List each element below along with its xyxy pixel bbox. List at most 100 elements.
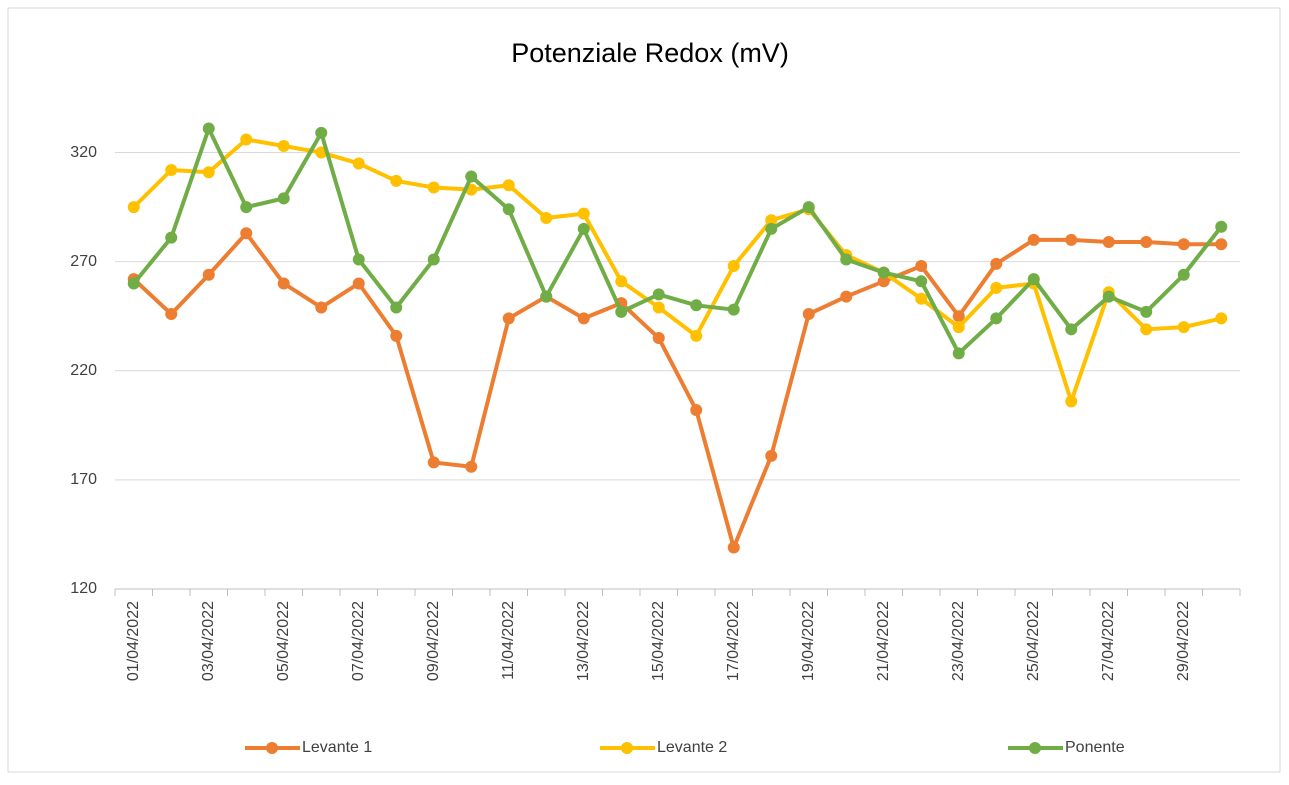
data-point xyxy=(1177,238,1190,251)
data-point xyxy=(1215,312,1228,325)
data-point xyxy=(427,181,440,194)
data-point xyxy=(202,166,215,179)
data-point xyxy=(127,201,140,214)
x-tick-label: 25/04/2022 xyxy=(1025,601,1042,681)
x-tick-label: 15/04/2022 xyxy=(650,601,667,681)
data-point xyxy=(202,122,215,135)
y-tick-label: 270 xyxy=(70,253,97,270)
legend-label: Ponente xyxy=(1065,739,1125,756)
data-point xyxy=(315,126,328,139)
chart-title: Potenziale Redox (mV) xyxy=(511,38,789,68)
data-point xyxy=(352,277,365,290)
x-tick-label: 21/04/2022 xyxy=(875,601,892,681)
data-point xyxy=(1027,233,1040,246)
data-point xyxy=(765,449,778,462)
data-point xyxy=(352,157,365,170)
legend-marker xyxy=(266,742,278,754)
x-tick-label: 23/04/2022 xyxy=(950,601,967,681)
data-point xyxy=(952,347,965,360)
data-point xyxy=(652,301,665,314)
x-tick-label: 19/04/2022 xyxy=(800,601,817,681)
data-point xyxy=(165,308,178,321)
data-point xyxy=(240,133,253,146)
data-point xyxy=(690,299,703,312)
data-point xyxy=(277,277,290,290)
data-point xyxy=(802,308,815,321)
data-point xyxy=(727,541,740,554)
data-point xyxy=(1215,220,1228,233)
data-point xyxy=(165,164,178,177)
data-point xyxy=(765,214,778,227)
data-point xyxy=(465,460,478,473)
data-point xyxy=(990,312,1003,325)
data-point xyxy=(840,290,853,303)
data-point xyxy=(652,332,665,345)
data-point xyxy=(1027,273,1040,286)
data-point xyxy=(915,260,928,273)
data-point xyxy=(202,268,215,281)
data-point xyxy=(1065,395,1078,408)
data-point xyxy=(1102,290,1115,303)
x-tick-label: 07/04/2022 xyxy=(350,601,367,681)
x-tick-label: 11/04/2022 xyxy=(500,601,517,680)
data-point xyxy=(1177,268,1190,281)
data-point xyxy=(1102,236,1115,249)
data-point xyxy=(540,290,553,303)
x-tick-label: 01/04/2022 xyxy=(125,601,142,681)
data-point xyxy=(1140,305,1153,318)
data-point xyxy=(577,222,590,235)
y-tick-label: 320 xyxy=(70,144,97,161)
data-point xyxy=(277,140,290,153)
data-point xyxy=(165,231,178,244)
chart-border xyxy=(7,7,1281,773)
x-tick-label: 27/04/2022 xyxy=(1100,601,1117,681)
data-point xyxy=(577,312,590,325)
data-point xyxy=(1177,321,1190,334)
legend-marker xyxy=(1029,742,1041,754)
data-point xyxy=(502,312,515,325)
data-point xyxy=(615,275,628,288)
data-point xyxy=(390,329,403,342)
data-point xyxy=(127,277,140,290)
x-tick-label: 09/04/2022 xyxy=(425,601,442,681)
data-point xyxy=(390,174,403,187)
legend-marker xyxy=(621,742,633,754)
data-point xyxy=(315,301,328,314)
data-point xyxy=(615,305,628,318)
legend-label: Levante 1 xyxy=(302,739,372,756)
data-point xyxy=(427,456,440,469)
y-tick-label: 220 xyxy=(70,362,97,379)
data-point xyxy=(765,222,778,235)
data-point xyxy=(1215,238,1228,251)
data-point xyxy=(540,212,553,225)
y-tick-label: 170 xyxy=(70,471,97,488)
data-point xyxy=(990,281,1003,294)
data-point xyxy=(277,192,290,205)
data-point xyxy=(690,329,703,342)
data-point xyxy=(915,275,928,288)
y-tick-label: 120 xyxy=(70,580,97,597)
x-tick-label: 03/04/2022 xyxy=(200,601,217,681)
data-point xyxy=(727,260,740,273)
data-point xyxy=(502,179,515,192)
data-point xyxy=(1140,236,1153,249)
data-point xyxy=(877,266,890,279)
data-point xyxy=(952,321,965,334)
data-point xyxy=(802,201,815,214)
data-point xyxy=(877,275,890,288)
data-point xyxy=(727,303,740,316)
data-point xyxy=(240,227,253,240)
data-point xyxy=(1140,323,1153,336)
x-tick-label: 13/04/2022 xyxy=(575,601,592,681)
data-point xyxy=(1065,233,1078,246)
data-point xyxy=(465,170,478,183)
data-point xyxy=(952,310,965,323)
series-line xyxy=(132,231,1222,550)
data-point xyxy=(240,201,253,214)
legend-label: Levante 2 xyxy=(657,739,727,756)
data-point xyxy=(352,253,365,266)
series-line xyxy=(132,126,1223,356)
data-point xyxy=(690,404,703,417)
